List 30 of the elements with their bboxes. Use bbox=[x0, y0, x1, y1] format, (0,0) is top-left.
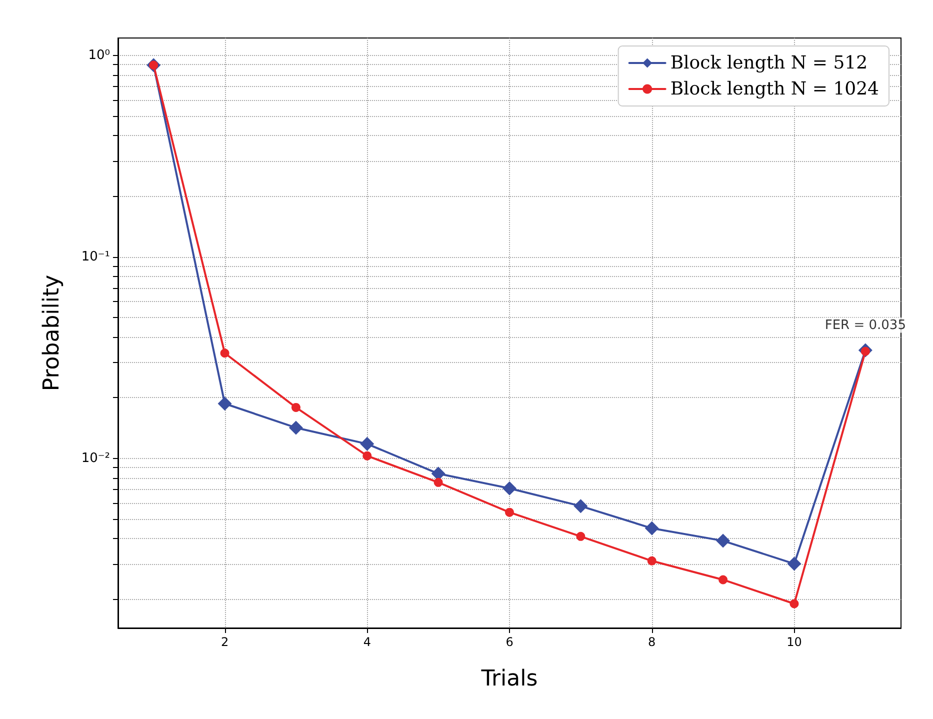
point bbox=[362, 451, 372, 460]
point bbox=[718, 575, 728, 584]
point bbox=[716, 534, 730, 548]
annotation: FER = 0.035 bbox=[824, 318, 906, 333]
x-tick-label: 4 bbox=[363, 635, 371, 649]
point bbox=[505, 508, 514, 517]
point bbox=[434, 478, 443, 487]
y-axis-title: Probability bbox=[40, 274, 64, 392]
point bbox=[574, 499, 588, 514]
legend-label: Block length N = 512 bbox=[670, 52, 868, 74]
point bbox=[787, 556, 802, 571]
point bbox=[502, 481, 516, 496]
x-tick-label: 2 bbox=[220, 635, 229, 649]
x-axis-title: Trials bbox=[480, 666, 538, 692]
point bbox=[218, 396, 232, 411]
x-tick-label: 10 bbox=[786, 635, 802, 649]
point bbox=[576, 532, 586, 541]
point bbox=[360, 436, 374, 451]
y-tick-label: 10⁻² bbox=[81, 450, 110, 466]
x-tick-label: 6 bbox=[506, 635, 514, 649]
point bbox=[291, 402, 300, 412]
point bbox=[644, 521, 659, 536]
point bbox=[647, 556, 656, 566]
point bbox=[288, 420, 303, 435]
point bbox=[220, 348, 230, 358]
legend-label: Block length N = 1024 bbox=[670, 78, 879, 100]
x-tick-label: 8 bbox=[648, 635, 656, 649]
y-tick-label: 10⁻¹ bbox=[81, 249, 110, 264]
y-tick-label: 10⁰ bbox=[88, 48, 110, 63]
point bbox=[790, 599, 799, 608]
